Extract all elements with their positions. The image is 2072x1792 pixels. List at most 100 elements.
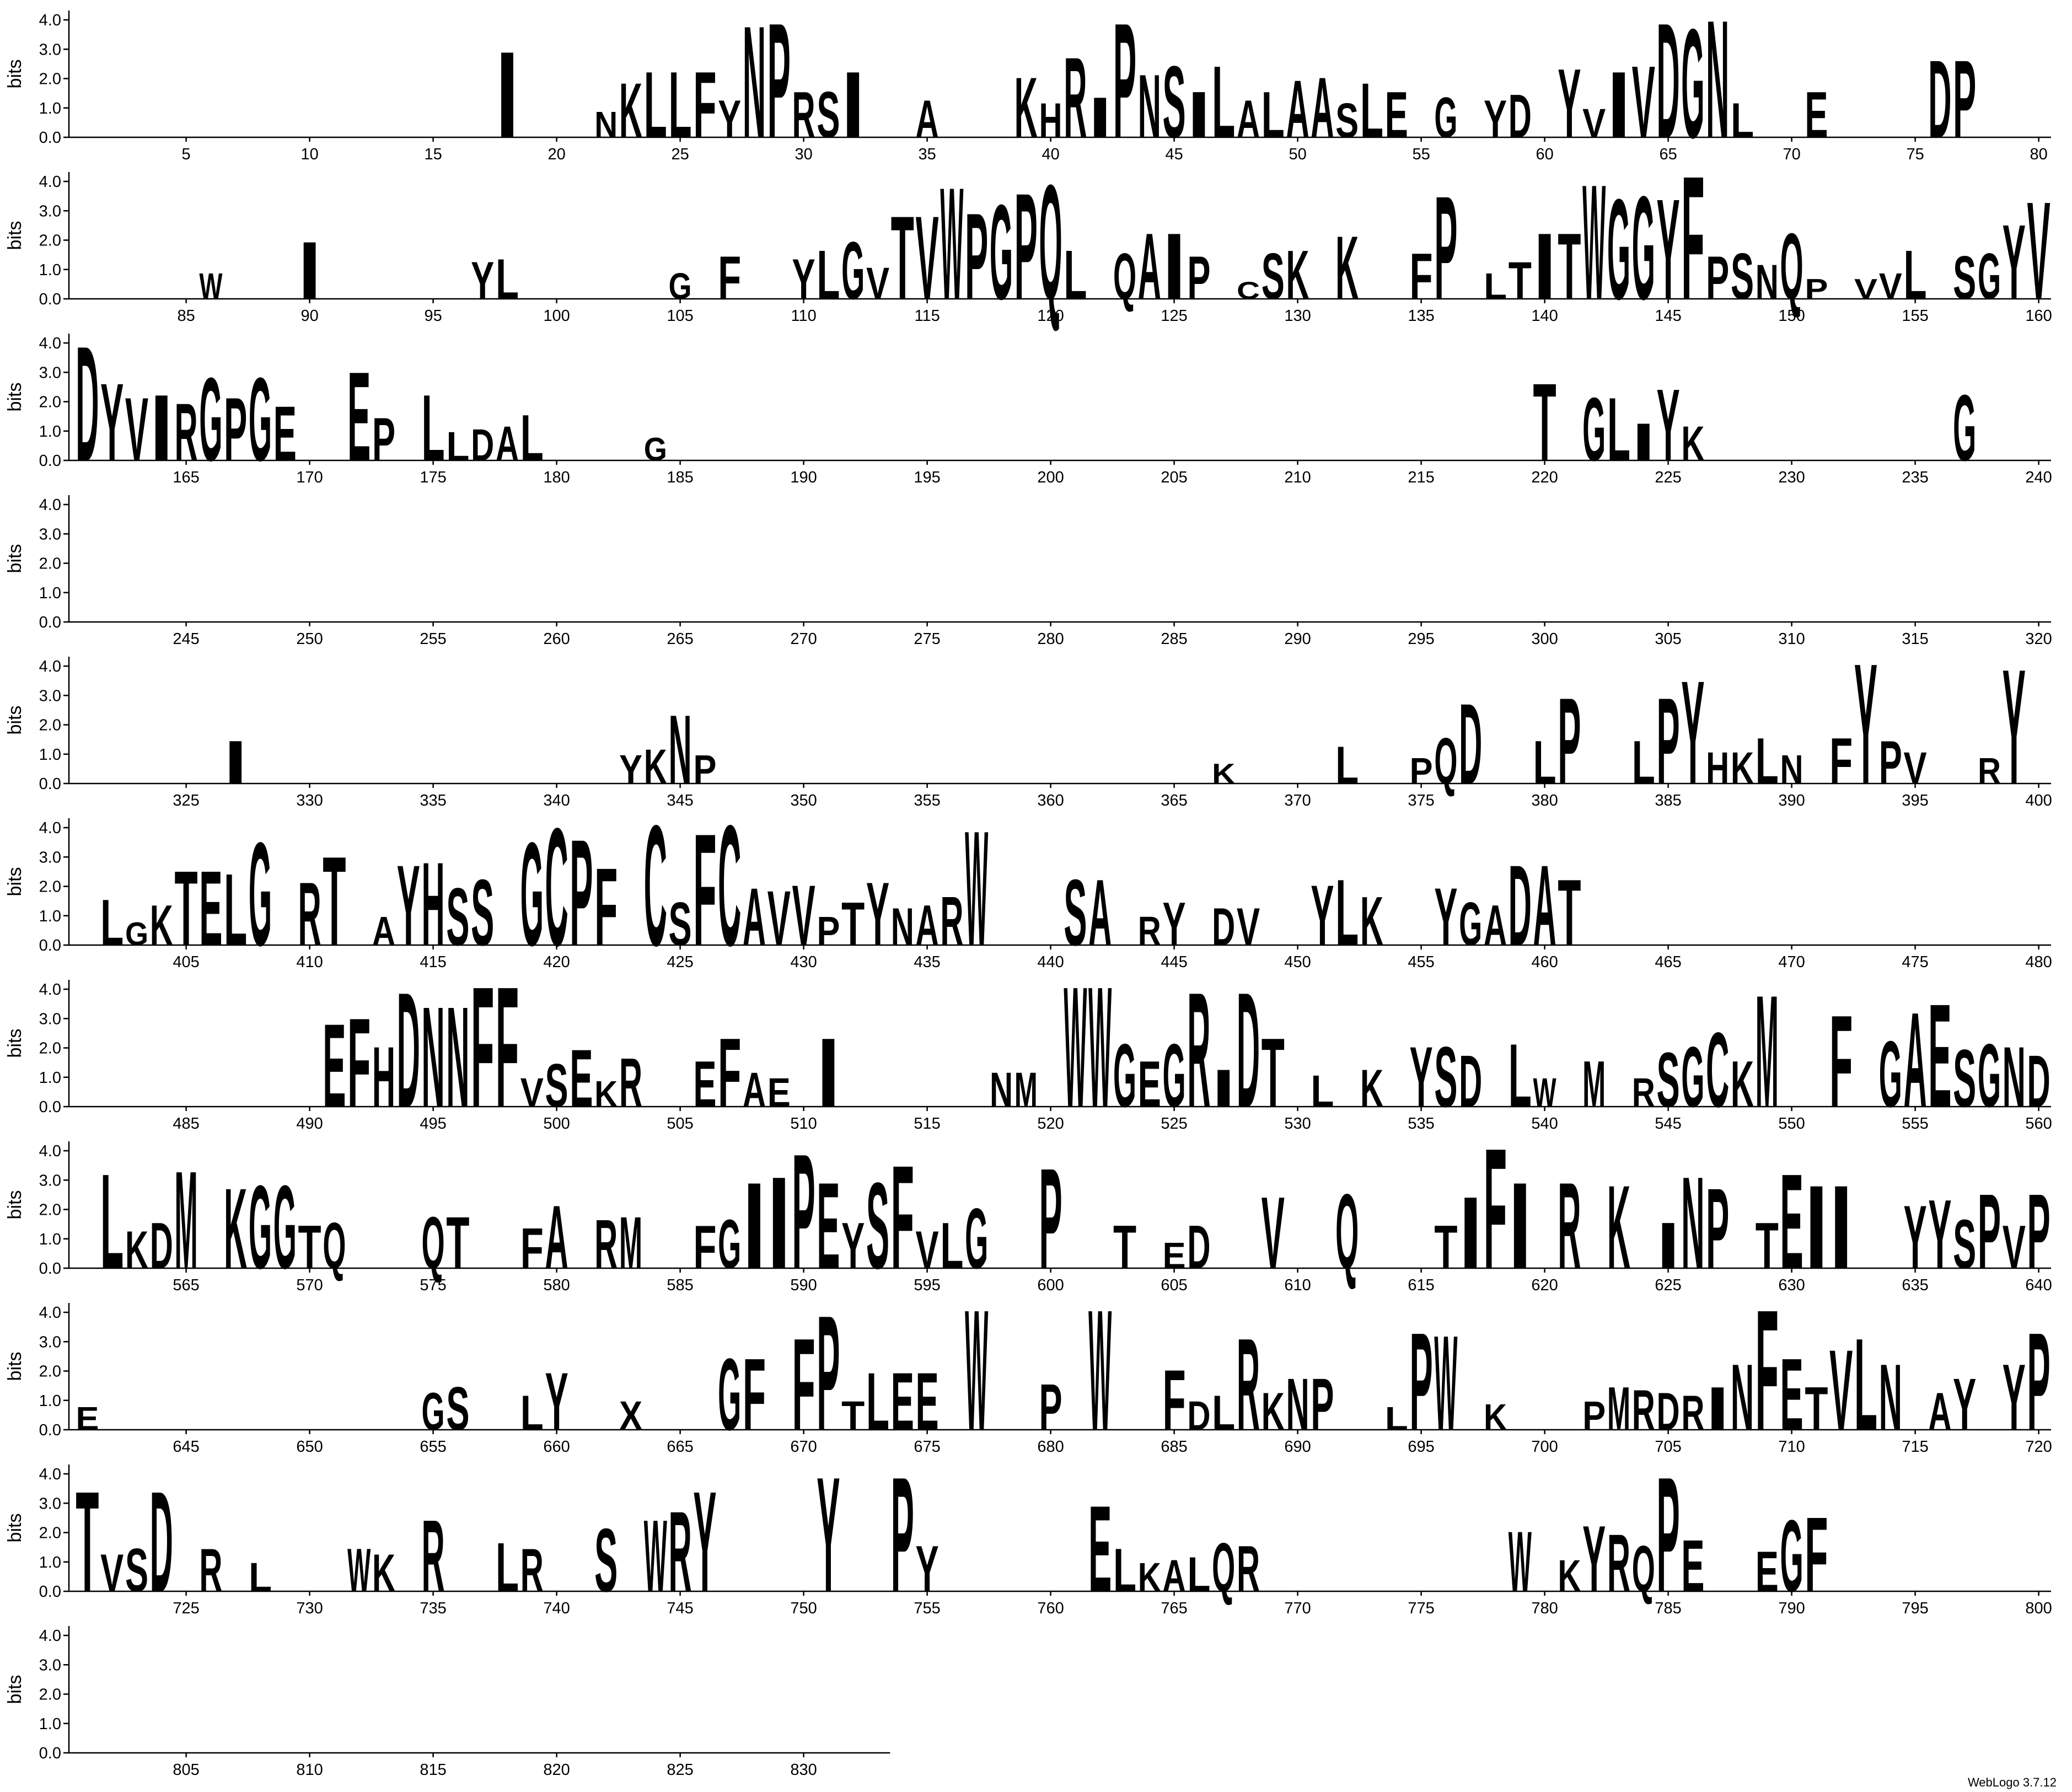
residue-letter: E bbox=[1780, 1338, 1803, 1452]
residue-letter: A bbox=[1286, 63, 1309, 155]
residue-letter: P bbox=[1706, 1165, 1729, 1293]
residue-letter: P bbox=[1039, 1139, 1062, 1299]
residue-letter: F bbox=[693, 1212, 716, 1281]
x-tick-label: 285 bbox=[1161, 630, 1187, 648]
x-tick-label: 535 bbox=[1408, 1115, 1434, 1133]
y-tick-label: 3.0 bbox=[39, 202, 61, 220]
x-tick-label: 175 bbox=[420, 469, 446, 486]
x-tick-label: 655 bbox=[420, 1438, 446, 1456]
residue-letter: T bbox=[1756, 1209, 1779, 1282]
x-tick-label: 75 bbox=[1906, 146, 1924, 163]
x-tick-label: 780 bbox=[1531, 1600, 1558, 1617]
residue-letter: N bbox=[2003, 1028, 2026, 1125]
residue-letter: Y bbox=[841, 1210, 865, 1283]
x-tick-label: 125 bbox=[1161, 307, 1187, 325]
residue-letter: S bbox=[1262, 240, 1285, 313]
x-tick-label: 240 bbox=[2025, 469, 2052, 486]
x-tick-label: 85 bbox=[177, 307, 195, 325]
x-tick-label: 110 bbox=[791, 307, 816, 325]
residue-letter: R bbox=[1558, 1157, 1581, 1295]
residue-letter: I bbox=[1706, 1375, 1729, 1443]
residue-letter: P bbox=[1978, 1173, 2001, 1291]
residue-letter: N bbox=[446, 977, 469, 1137]
residue-letter: D bbox=[1459, 680, 1482, 808]
x-tick-label: 30 bbox=[795, 146, 812, 163]
residue-letter: R bbox=[619, 1044, 642, 1122]
residue-letter: V bbox=[866, 259, 889, 309]
x-tick-label: 795 bbox=[1902, 1600, 1928, 1617]
residue-letter: F bbox=[1829, 988, 1853, 1135]
x-tick-label: 590 bbox=[790, 1276, 817, 1294]
residue-letter: S bbox=[446, 1375, 469, 1443]
residue-letter: H bbox=[1706, 743, 1729, 793]
residue-letter: V bbox=[520, 1070, 544, 1115]
x-tick-label: 790 bbox=[1778, 1600, 1805, 1617]
x-tick-label: 200 bbox=[1037, 469, 1064, 486]
residue-letter: V bbox=[1879, 265, 1902, 307]
residue-letter: K bbox=[1360, 1059, 1383, 1118]
x-tick-label: 255 bbox=[420, 630, 446, 648]
residue-letter: E bbox=[199, 850, 222, 968]
x-tick-label: 35 bbox=[918, 146, 936, 163]
x-tick-label: 435 bbox=[914, 953, 940, 971]
residue-letter: L bbox=[1904, 236, 1927, 314]
residue-letter: N bbox=[1756, 254, 1779, 309]
x-tick-label: 610 bbox=[1284, 1276, 1311, 1294]
y-tick-label: 3.0 bbox=[39, 1656, 61, 1674]
x-tick-label: 805 bbox=[173, 1761, 199, 1779]
residue-letter: C bbox=[644, 790, 667, 982]
residue-letter: N bbox=[422, 977, 445, 1137]
residue-letter: V bbox=[2027, 173, 2050, 329]
x-tick-label: 425 bbox=[667, 953, 693, 971]
x-tick-label: 325 bbox=[173, 792, 199, 809]
residue-letter: R bbox=[940, 882, 963, 960]
residue-letter: G bbox=[1582, 379, 1606, 480]
x-tick-label: 710 bbox=[1778, 1438, 1805, 1456]
residue-letter: R bbox=[594, 1205, 618, 1283]
residue-letter: T bbox=[891, 191, 914, 324]
residue-letter: E bbox=[1163, 1235, 1186, 1276]
x-tick-label: 455 bbox=[1408, 953, 1434, 971]
x-tick-label: 260 bbox=[543, 630, 570, 648]
residue-letter: L bbox=[520, 401, 544, 474]
residue-letter: R bbox=[175, 387, 198, 478]
residue-letter: F bbox=[1805, 1495, 1828, 1614]
x-tick-label: 700 bbox=[1531, 1438, 1558, 1456]
y-tick-label: 0.0 bbox=[39, 1098, 61, 1116]
residue-letter: F bbox=[1163, 1352, 1186, 1448]
residue-letter: P bbox=[1434, 166, 1457, 331]
residue-letter: L bbox=[1607, 378, 1630, 480]
x-tick-label: 390 bbox=[1778, 792, 1805, 809]
x-tick-label: 470 bbox=[1778, 953, 1805, 971]
x-tick-label: 360 bbox=[1037, 792, 1064, 809]
residue-letter: T bbox=[175, 849, 198, 968]
residue-letter: V bbox=[916, 1221, 939, 1280]
residue-letter: A bbox=[372, 909, 395, 954]
residue-letter: Y bbox=[2003, 203, 2026, 322]
residue-letter: D bbox=[471, 420, 494, 470]
y-tick-label: 4.0 bbox=[39, 173, 61, 191]
x-tick-label: 135 bbox=[1408, 307, 1434, 325]
residue-letter: N bbox=[1780, 747, 1803, 792]
residue-letter: I bbox=[1632, 412, 1655, 472]
x-tick-label: 55 bbox=[1412, 146, 1430, 163]
residue-letter: Q bbox=[1434, 724, 1457, 798]
residue-letter: R bbox=[669, 1488, 692, 1616]
y-tick-label: 0.0 bbox=[39, 614, 61, 631]
x-tick-label: 155 bbox=[1902, 307, 1928, 325]
residue-letter: L bbox=[1756, 724, 1779, 797]
x-tick-label: 615 bbox=[1408, 1276, 1434, 1294]
residue-letter: I bbox=[1657, 1209, 1680, 1283]
y-tick-label: 1.0 bbox=[39, 1069, 61, 1087]
residue-letter: W bbox=[347, 1536, 371, 1605]
x-tick-label: 605 bbox=[1161, 1276, 1187, 1294]
residue-letter: Y bbox=[1904, 1188, 1927, 1288]
residue-letter: Y bbox=[1657, 170, 1680, 330]
y-tick-label: 4.0 bbox=[39, 335, 61, 352]
residue-letter: R bbox=[1607, 1517, 1630, 1609]
residue-letter: P bbox=[817, 908, 840, 954]
residue-letter: Q bbox=[1212, 1528, 1235, 1607]
x-tick-label: 485 bbox=[173, 1115, 199, 1133]
residue-letter: W bbox=[1533, 1069, 1556, 1115]
y-tick-label: 0.0 bbox=[39, 452, 61, 470]
